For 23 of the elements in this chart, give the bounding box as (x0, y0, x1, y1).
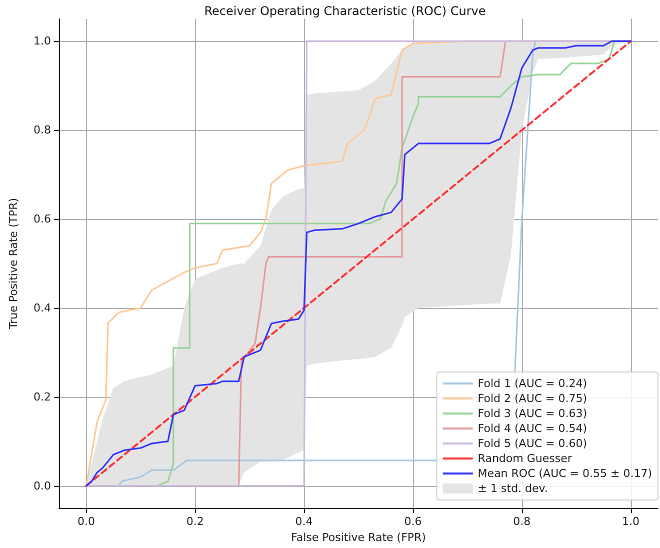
legend-label: Fold 5 (AUC = 0.60) (478, 437, 588, 450)
y-tick-label: 0.4 (34, 301, 51, 314)
x-tick-label: 1.0 (622, 515, 640, 528)
legend-label: Fold 2 (AUC = 0.75) (478, 392, 588, 405)
y-tick-label: 0.8 (34, 124, 51, 137)
legend-label: Random Guesser (478, 452, 572, 465)
y-tick-label: 0.2 (34, 390, 51, 404)
y-tick-label: 0.0 (34, 479, 51, 492)
y-tick-label: 0.6 (34, 212, 51, 226)
legend-label: Fold 3 (AUC = 0.63) (478, 407, 588, 420)
x-tick-label: 0.2 (186, 515, 204, 528)
y-axis-title: True Positive Rate (TPR) (7, 198, 20, 330)
x-tick-label: 0.0 (77, 515, 95, 528)
x-tick-label: 0.4 (295, 515, 313, 528)
legend-label: Fold 4 (AUC = 0.54) (478, 422, 588, 435)
x-tick-label: 0.8 (513, 515, 531, 528)
chart-title: Receiver Operating Characteristic (ROC) Curve (204, 4, 486, 18)
x-axis-title: False Positive Rate (FPR) (291, 531, 426, 544)
legend-label: Mean ROC (AUC = 0.55 ± 0.17) (478, 467, 652, 480)
y-tick-label: 1.0 (34, 34, 51, 48)
legend-label: Fold 1 (AUC = 0.24) (478, 377, 588, 390)
annotation: ± 1 std. dev. (478, 482, 548, 495)
x-tick-label: 0.6 (404, 515, 422, 528)
